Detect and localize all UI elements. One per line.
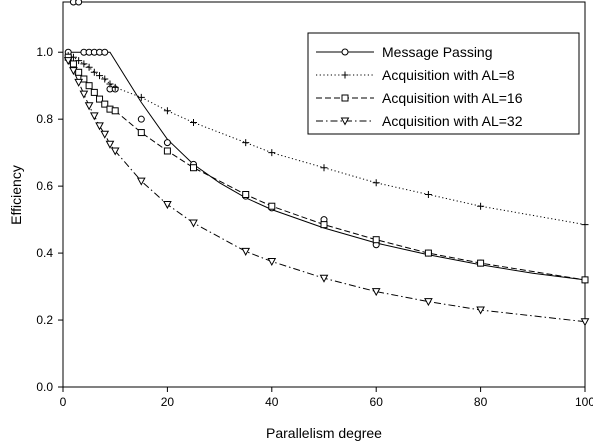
- legend-label-al32: Acquisition with AL=32: [382, 113, 523, 129]
- data-point-al8: [190, 119, 197, 127]
- y-axis-title: Efficiency: [8, 165, 24, 225]
- data-point-al32: [95, 122, 104, 131]
- series-line-al8: [68, 55, 586, 226]
- y-tick-label: 0.0: [36, 380, 53, 394]
- data-point-al32: [69, 67, 78, 76]
- data-point-al8: [80, 60, 88, 68]
- data-point-al16: [90, 88, 98, 96]
- x-tick-label: 60: [370, 395, 384, 409]
- data-point-al32: [105, 140, 115, 149]
- legend-marker-al32: [340, 117, 350, 126]
- data-point-al16: [96, 95, 104, 103]
- data-point-al8: [581, 221, 589, 229]
- axis-ticks: 0 20 40 60 80 100 0.0 0.2 0.4 0.6 0.8 1.0: [36, 45, 593, 409]
- legend-label-al8: Acquisition with AL=8: [382, 67, 515, 83]
- data-point-al16: [75, 68, 83, 76]
- legend-marker-message-passing: [341, 48, 349, 56]
- data-point-al32: [424, 298, 433, 307]
- data-point-al8: [372, 179, 380, 187]
- data-point-al16: [69, 60, 77, 68]
- data-point-message-passing: [163, 139, 171, 147]
- data-point-al8: [111, 83, 119, 91]
- data-point-message-passing: [101, 48, 109, 56]
- data-point-al8: [96, 72, 104, 80]
- data-point-al8: [320, 164, 328, 172]
- data-point-message-passing: [137, 115, 145, 123]
- data-point-al32: [79, 90, 89, 99]
- data-point-message-passing: [75, 0, 83, 6]
- data-point-al32: [163, 201, 172, 210]
- data-point-al16: [163, 147, 171, 155]
- data-point-al16: [101, 100, 109, 108]
- x-axis-title: Parallelism degree: [266, 425, 382, 441]
- data-point-al8: [101, 75, 109, 83]
- data-point-al16: [111, 107, 119, 115]
- data-point-al32: [136, 177, 146, 186]
- data-point-al32: [63, 57, 73, 66]
- data-point-al16: [190, 164, 197, 172]
- data-point-al16: [268, 202, 276, 210]
- data-point-al32: [267, 257, 277, 267]
- data-point-al16: [424, 249, 432, 257]
- y-tick-label: 0.4: [36, 246, 53, 260]
- y-tick-label: 0.6: [36, 179, 53, 193]
- data-point-al16: [137, 129, 145, 137]
- data-point-al16: [242, 191, 250, 198]
- data-point-al32: [189, 219, 198, 228]
- data-point-al32: [241, 247, 251, 256]
- y-tick-label: 1.0: [36, 45, 53, 59]
- x-tick-label: 0: [60, 395, 67, 409]
- data-point-al8: [477, 202, 485, 210]
- data-point-al8: [137, 93, 145, 101]
- legend-marker-al16: [341, 94, 349, 102]
- data-point-al8: [268, 149, 276, 157]
- series-markers: [63, 0, 590, 327]
- data-point-al32: [580, 318, 590, 327]
- data-point-al32: [371, 288, 381, 297]
- legend-samples: [316, 48, 374, 126]
- x-tick-label: 40: [265, 395, 279, 409]
- data-point-al16: [320, 221, 328, 229]
- x-tick-label: 80: [474, 395, 488, 409]
- data-point-al16: [372, 236, 380, 244]
- legend-marker-al8: [341, 71, 349, 79]
- legend-label-message-passing: Message Passing: [382, 44, 493, 60]
- data-point-al8: [90, 68, 98, 76]
- data-point-al8: [163, 107, 171, 115]
- data-point-al32: [89, 112, 99, 121]
- plot-frame: [62, 1, 586, 388]
- data-point-al8: [424, 191, 432, 198]
- data-point-al8: [242, 139, 250, 147]
- data-point-al16: [85, 82, 93, 90]
- data-point-al32: [74, 78, 83, 87]
- data-point-al8: [106, 80, 114, 88]
- y-tick-label: 0.2: [36, 313, 53, 327]
- data-point-al32: [319, 274, 329, 283]
- data-point-al32: [476, 306, 485, 315]
- data-point-al16: [581, 276, 589, 284]
- data-point-al32: [100, 130, 110, 139]
- data-point-al16: [477, 259, 485, 267]
- legend-box: [307, 32, 580, 135]
- data-point-al32: [84, 102, 94, 111]
- x-tick-label: 20: [161, 395, 175, 409]
- x-tick-label: 100: [575, 395, 593, 409]
- data-point-al32: [110, 147, 120, 156]
- legend: Message Passing Acquisition with AL=8 Ac…: [307, 32, 580, 135]
- data-point-al8: [85, 63, 93, 71]
- y-tick-label: 0.8: [36, 112, 53, 126]
- legend-label-al16: Acquisition with AL=16: [382, 90, 523, 106]
